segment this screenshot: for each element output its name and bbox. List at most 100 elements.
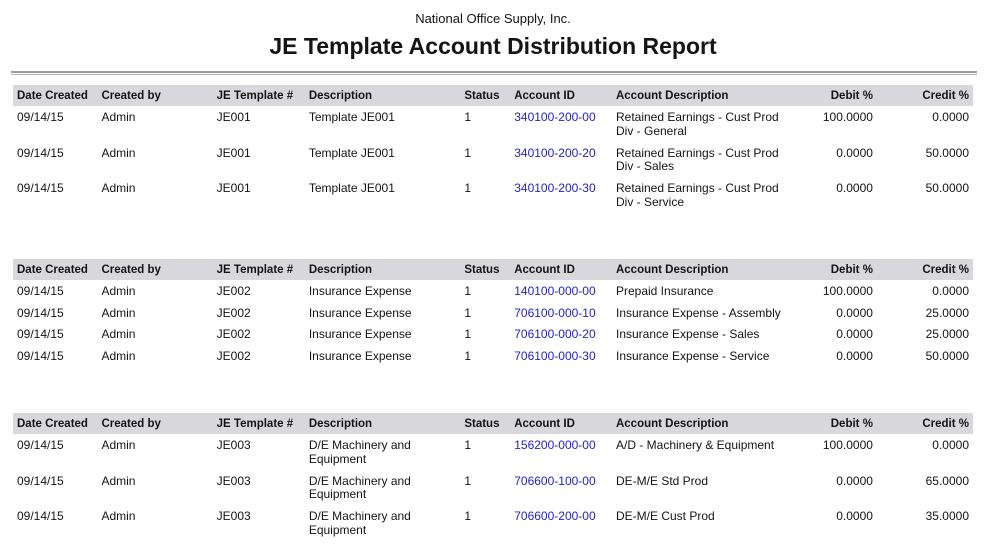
account-id-cell: 156200-000-00 [510, 434, 612, 470]
description-cell: Insurance Expense [308, 305, 412, 320]
credit-pct-cell: 50.0000 [925, 181, 969, 196]
account-description-cell: A/D - Machinery & Equipment [615, 437, 775, 452]
account-id-cell: 706600-100-00 [510, 470, 612, 506]
date-created-cell: 09/14/15 [17, 509, 64, 524]
company-name: National Office Supply, Inc. [415, 11, 571, 26]
description-cell: Insurance Expense [308, 349, 412, 364]
account-id-cell: 340100-200-30 [510, 177, 612, 213]
column-header-date-created: Date Created [13, 85, 98, 106]
column-header-credit-pct: Credit % [876, 412, 973, 434]
report-sections: Date Created Created by JE Template # Descr… [13, 85, 973, 541]
column-header-credit-pct: Credit % [876, 258, 973, 280]
status-cell: 1 [464, 181, 472, 196]
debit-pct-cell: 100.0000 [822, 283, 873, 298]
date-created-cell: 09/14/15 [17, 473, 64, 488]
report-title: JE Template Account Distribution Report [269, 33, 717, 59]
column-header-status: Status [460, 258, 511, 280]
debit-pct-cell: 0.0000 [836, 181, 873, 196]
status-cell: 1 [464, 349, 472, 364]
status-cell: 1 [464, 509, 472, 524]
je-template-cell: JE003 [216, 509, 251, 524]
date-created-cell: 09/14/15 [17, 349, 64, 364]
column-header-debit-pct: Debit % [788, 258, 877, 280]
column-header-description: Description [304, 85, 461, 106]
account-description-cell: Insurance Expense - Service [615, 349, 770, 364]
account-description-cell: Retained Earnings - Cust Prod Div - Serv… [615, 181, 779, 209]
debit-pct-cell: 0.0000 [836, 145, 873, 160]
description-cell: Template JE001 [308, 110, 395, 124]
column-header-je-template: JE Template # [212, 258, 305, 280]
table-row: 09/14/15 Admin JE003 D/E Machinery and Equi… [13, 434, 973, 470]
account-id-cell: 706100-000-10 [510, 302, 612, 324]
table-row: 09/14/15 Admin JE002 Insurance Expense 1 1401… [13, 280, 973, 302]
column-header-account-id: Account ID [510, 258, 612, 280]
debit-pct-cell: 0.0000 [836, 473, 873, 488]
title-divider [11, 71, 977, 75]
column-header-created-by: Created by [97, 85, 213, 106]
credit-pct-cell: 0.0000 [932, 110, 969, 124]
status-cell: 1 [464, 283, 472, 298]
je-template-cell: JE001 [216, 145, 251, 160]
column-header-credit-pct: Credit % [876, 85, 973, 106]
account-id-link[interactable]: 340100-200-20 [514, 145, 596, 160]
column-header-account-description: Account Description [611, 412, 789, 434]
credit-pct-cell: 50.0000 [925, 349, 969, 364]
account-id-cell: 706100-000-30 [510, 345, 612, 367]
report-section-table: Date Created Created by JE Template # Descr… [13, 412, 973, 541]
description-cell: Insurance Expense [308, 283, 412, 298]
account-id-link[interactable]: 706100-000-20 [514, 327, 596, 342]
table-row: 09/14/15 Admin JE001 Template JE001 1 340100-… [13, 142, 973, 178]
status-cell: 1 [464, 473, 472, 488]
credit-pct-cell: 0.0000 [932, 283, 969, 298]
created-by-cell: Admin [101, 473, 136, 488]
status-cell: 1 [464, 110, 472, 124]
credit-pct-cell: 25.0000 [925, 327, 969, 342]
account-id-link[interactable]: 706600-100-00 [514, 473, 596, 488]
column-header-created-by: Created by [97, 258, 213, 280]
account-id-cell: 340100-200-20 [510, 142, 612, 178]
je-template-cell: JE002 [216, 283, 251, 298]
je-template-cell: JE002 [216, 349, 251, 364]
account-id-link[interactable]: 706100-000-10 [514, 305, 596, 320]
created-by-cell: Admin [101, 283, 136, 298]
description-cell: Template JE001 [308, 181, 395, 196]
column-header-debit-pct: Debit % [788, 85, 877, 106]
column-header-date-created: Date Created [13, 412, 98, 434]
table-row: 09/14/15 Admin JE002 Insurance Expense 1 7061… [13, 323, 973, 345]
account-id-link[interactable]: 340100-200-00 [514, 110, 596, 124]
created-by-cell: Admin [101, 110, 136, 124]
account-description-cell: Retained Earnings - Cust Prod Div - Gene… [615, 110, 779, 138]
credit-pct-cell: 0.0000 [932, 437, 969, 452]
date-created-cell: 09/14/15 [17, 327, 64, 342]
je-template-cell: JE003 [216, 437, 251, 452]
created-by-cell: Admin [101, 145, 136, 160]
column-header-account-id: Account ID [510, 85, 612, 106]
account-id-link[interactable]: 156200-000-00 [514, 437, 596, 452]
account-id-link[interactable]: 706600-200-00 [514, 509, 596, 524]
table-row: 09/14/15 Admin JE002 Insurance Expense 1 7061… [13, 302, 973, 324]
table-header-row: Date Created Created by JE Template # Descr… [13, 412, 973, 434]
table-row: 09/14/15 Admin JE001 Template JE001 1 340100-… [13, 106, 973, 142]
column-header-status: Status [460, 85, 511, 106]
account-description-cell: Insurance Expense - Assembly [615, 305, 781, 320]
account-description-cell: Insurance Expense - Sales [615, 327, 760, 342]
account-id-link[interactable]: 706100-000-30 [514, 349, 596, 364]
table-header-row: Date Created Created by JE Template # Descr… [13, 258, 973, 280]
table-row: 09/14/15 Admin JE003 D/E Machinery and Equi… [13, 470, 973, 506]
created-by-cell: Admin [101, 437, 136, 452]
table-row: 09/14/15 Admin JE001 Template JE001 1 340100-… [13, 177, 973, 213]
account-id-link[interactable]: 140100-000-00 [514, 283, 596, 298]
je-template-cell: JE001 [216, 110, 251, 124]
account-id-link[interactable]: 340100-200-30 [514, 181, 596, 196]
account-description-cell: DE-M/E Cust Prod [615, 509, 715, 524]
account-id-cell: 340100-200-00 [510, 106, 612, 142]
debit-pct-cell: 0.0000 [836, 509, 873, 524]
account-id-cell: 706100-000-20 [510, 323, 612, 345]
column-header-created-by: Created by [97, 412, 213, 434]
date-created-cell: 09/14/15 [17, 305, 64, 320]
date-created-cell: 09/14/15 [17, 437, 64, 452]
credit-pct-cell: 65.0000 [925, 473, 969, 488]
column-header-je-template: JE Template # [212, 85, 305, 106]
date-created-cell: 09/14/15 [17, 110, 64, 124]
debit-pct-cell: 0.0000 [836, 349, 873, 364]
